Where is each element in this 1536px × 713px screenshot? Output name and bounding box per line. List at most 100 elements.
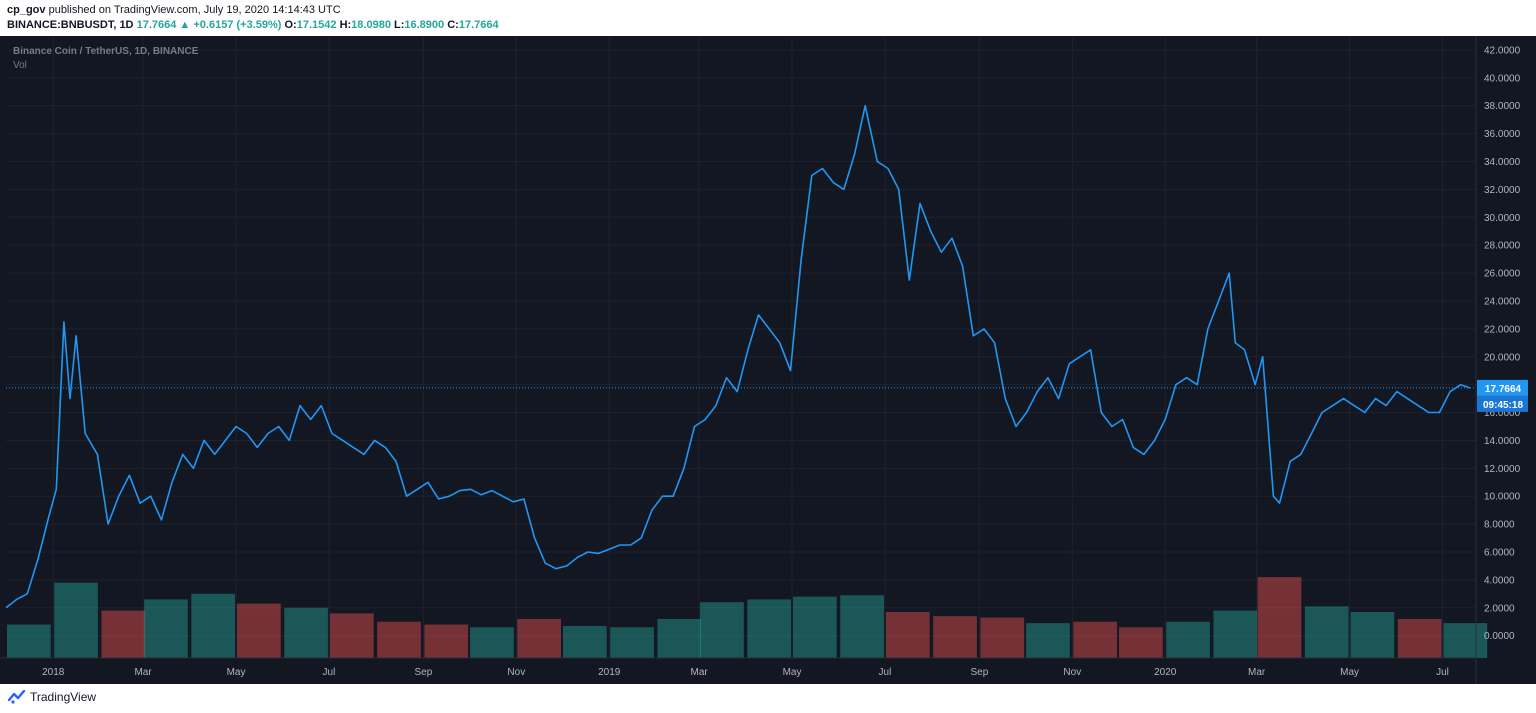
- open-label: O:: [284, 19, 297, 31]
- countdown-badge: [1477, 395, 1528, 412]
- chart-grid: [0, 36, 1536, 684]
- volume-bar: [1304, 606, 1349, 658]
- axes: 42.0000 40.0000 38.0000 36.0000 34.0000 32.00…: [0, 36, 1528, 684]
- volume-bar: [1443, 623, 1488, 658]
- volume-bar: [7, 624, 51, 658]
- y-tick-label: 4.0000: [1484, 575, 1515, 586]
- y-tick-label: 40.0000: [1484, 73, 1521, 84]
- x-tick-label: Sep: [414, 667, 432, 678]
- volume-bar: [1026, 623, 1070, 658]
- x-tick-label: Nov: [507, 667, 525, 678]
- volume-bar: [284, 607, 328, 658]
- low-value: 16.8900: [404, 19, 445, 31]
- y-tick-label: 34.0000: [1484, 157, 1521, 168]
- x-tick-label: Mar: [1248, 667, 1266, 678]
- published-text: published on TradingView.com, July 19, 2…: [48, 4, 341, 16]
- x-tick-label: 2018: [42, 667, 65, 678]
- volume-bars: [7, 577, 1488, 658]
- price-line: [5, 104, 1471, 609]
- ticker-label: BINANCE:BNBUSDT, 1D: [7, 19, 134, 31]
- volume-bar: [377, 621, 421, 658]
- volume-bar: [933, 616, 977, 658]
- volume-bar: [747, 599, 792, 658]
- y-tick-label: 36.0000: [1484, 129, 1521, 140]
- y-tick-label: 30.0000: [1484, 213, 1521, 224]
- volume-bar: [657, 618, 702, 658]
- volume-bar: [237, 603, 281, 658]
- x-tick-label: Sep: [971, 667, 989, 678]
- y-tick-label: 12.0000: [1484, 464, 1521, 475]
- volume-bar: [1119, 627, 1163, 658]
- low-label: L:: [394, 19, 405, 31]
- volume-bar: [1397, 618, 1442, 658]
- y-tick-label: 16.0000: [1484, 408, 1521, 419]
- y-tick-label: 22.0000: [1484, 324, 1521, 335]
- publish-line: cp_gov published on TradingView.com, Jul…: [7, 4, 341, 16]
- x-tick-label: Nov: [1063, 667, 1081, 678]
- close-label: C:: [447, 19, 459, 31]
- x-tick-label: Jul: [879, 667, 892, 678]
- last-price-badge: [1477, 379, 1528, 396]
- y-tick-label: 10.0000: [1484, 492, 1521, 503]
- volume-bar: [563, 625, 607, 658]
- volume-bar: [1213, 610, 1258, 658]
- volume-bar: [980, 617, 1025, 658]
- y-tick-label: 38.0000: [1484, 101, 1521, 112]
- volume-bar: [610, 627, 654, 658]
- last-price-label: 17.7664: [1485, 384, 1522, 395]
- y-tick-label: 8.0000: [1484, 520, 1515, 531]
- change-arrow-icon: ▲: [179, 19, 191, 31]
- x-tick-label: 2020: [1154, 667, 1177, 678]
- change-value: +0.6157 (+3.59%): [193, 19, 282, 31]
- x-tick-label: May: [1340, 667, 1359, 678]
- volume-bar: [1350, 611, 1395, 658]
- y-tick-label: 0.0000: [1484, 631, 1515, 642]
- open-value: 17.1542: [296, 19, 337, 31]
- volume-bar: [424, 624, 469, 658]
- volume-bar: [1257, 577, 1302, 658]
- plot-background: [0, 36, 1536, 684]
- footer-bar: TradingView: [0, 684, 1536, 713]
- volume-bar: [517, 618, 562, 658]
- countdown-label: 09:45:18: [1483, 400, 1523, 411]
- y-tick-label: 42.0000: [1484, 45, 1521, 56]
- y-tick-label: 32.0000: [1484, 185, 1521, 196]
- volume-bar: [144, 599, 188, 658]
- x-tick-label: Jul: [1436, 667, 1449, 678]
- volume-bar: [840, 595, 884, 658]
- price-line-series: [5, 104, 1476, 609]
- ohlc-line: BINANCE:BNBUSDT, 1D 17.7664 ▲ +0.6157 (+…: [7, 19, 499, 31]
- volume-bar: [329, 613, 374, 658]
- high-label: H:: [339, 19, 352, 31]
- symbol-title: Binance Coin / TetherUS, 1D, BINANCE: [13, 46, 199, 57]
- x-tick-label: 2019: [598, 667, 621, 678]
- brand-text: TradingView: [30, 690, 97, 704]
- y-tick-label: 26.0000: [1484, 269, 1521, 280]
- y-tick-label: 2.0000: [1484, 603, 1515, 614]
- y-tick-label: 20.0000: [1484, 352, 1521, 363]
- x-tick-label: May: [783, 667, 802, 678]
- y-tick-label: 14.0000: [1484, 436, 1521, 447]
- volume-bar: [885, 611, 930, 658]
- last-price: 17.7664: [136, 19, 177, 31]
- close-value: 17.7664: [458, 19, 499, 31]
- volume-bar: [793, 596, 837, 658]
- volume-label: Vol: [13, 60, 27, 71]
- author-name[interactable]: cp_gov: [7, 4, 46, 16]
- volume-bar: [54, 582, 98, 658]
- x-tick-label: Mar: [690, 667, 708, 678]
- volume-bar: [470, 627, 514, 658]
- y-tick-label: 28.0000: [1484, 241, 1521, 252]
- x-tick-label: May: [227, 667, 246, 678]
- y-tick-label: 24.0000: [1484, 296, 1521, 307]
- tradingview-logo-icon: [8, 690, 26, 704]
- volume-bar: [700, 602, 744, 658]
- y-tick-label: 6.0000: [1484, 548, 1515, 559]
- x-tick-label: Jul: [323, 667, 336, 678]
- publish-header: cp_gov published on TradingView.com, Jul…: [0, 0, 1536, 36]
- volume-bar: [191, 593, 236, 658]
- tradingview-brand[interactable]: TradingView: [8, 690, 96, 704]
- volume-bar: [101, 610, 146, 658]
